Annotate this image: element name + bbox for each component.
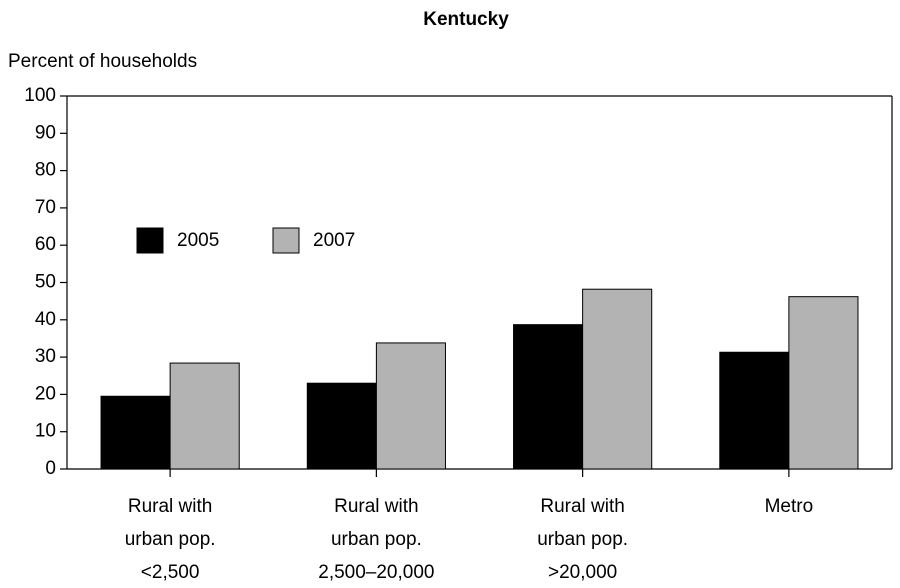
x-tick-label-line: urban pop. [125,529,216,550]
bar [375,342,446,470]
bar [100,395,171,470]
bar [169,362,240,470]
y-tick-label: 90 [35,122,56,143]
x-tick-label-line: <2,500 [141,562,200,583]
y-tick-label: 100 [24,85,56,106]
bar [582,288,653,470]
y-tick-label: 60 [35,234,56,255]
legend-swatch [272,227,300,254]
y-tick-label: 50 [35,272,56,293]
y-tick-label: 80 [35,160,56,181]
x-tick-label-line: >20,000 [548,562,617,583]
chart-title: Kentucky [423,9,509,30]
x-tick-label: Metro [765,496,814,517]
x-tick-label-line: Rural with [540,496,624,517]
x-tick-label: Rural with urban pop. >20,000 [537,496,628,583]
y-tick-label: 20 [35,383,56,404]
x-tick-label-line: urban pop. [331,529,422,550]
x-tick-label-line: Metro [765,496,814,517]
bar [788,296,859,470]
bar [513,324,584,470]
x-tick-label: Rural with urban pop. <2,500 [125,496,216,583]
y-axis-label: Percent of households [8,51,197,72]
y-tick-label: 30 [35,346,56,367]
y-tick-label: 70 [35,197,56,218]
x-tick-label-line: Rural with [334,496,418,517]
bar [306,382,377,470]
x-tick-label-line: Rural with [128,496,212,517]
legend-label: 2007 [313,230,355,251]
legend-label: 2005 [177,230,219,251]
y-tick-label: 0 [45,458,56,479]
y-tick-label: 40 [35,309,56,330]
x-tick-label-line: urban pop. [537,529,628,550]
bar [719,351,790,470]
legend-swatch [136,227,164,254]
x-tick-label: Rural with urban pop. 2,500–20,000 [318,496,434,583]
y-tick-label: 10 [35,421,56,442]
x-tick-label-line: 2,500–20,000 [318,562,434,583]
